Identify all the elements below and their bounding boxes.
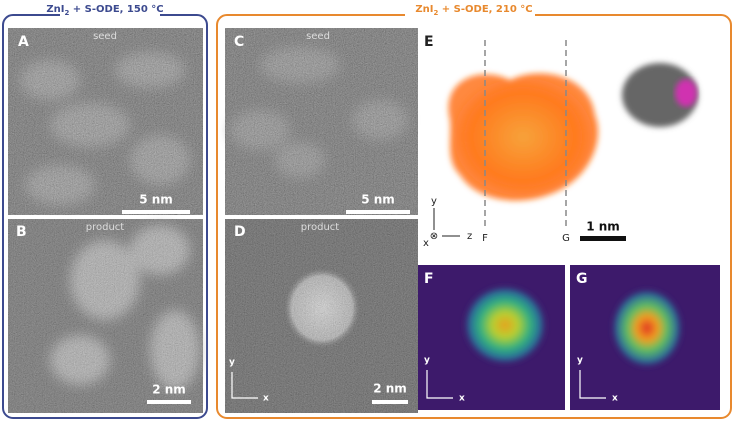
scale-bar-label: 2 nm xyxy=(373,382,407,396)
panel-c: C seed 5 nm xyxy=(225,28,418,215)
scale-bar-label: 2 nm xyxy=(152,383,186,397)
panel-letter: A xyxy=(18,34,29,50)
panel-caption: product xyxy=(86,222,125,233)
axis-label: x xyxy=(612,394,618,404)
slice-label: G xyxy=(562,233,570,244)
scale-bar-label: 5 nm xyxy=(139,193,173,207)
panel-caption: product xyxy=(301,222,340,233)
scale-bar-label: 1 nm xyxy=(586,220,620,234)
title-sub: 2 xyxy=(433,9,438,17)
axis-label: y xyxy=(577,356,583,366)
title-part: ZnI xyxy=(46,4,64,15)
slice-label: F xyxy=(482,233,488,244)
axis-label: y xyxy=(424,356,430,366)
panel-f: F y x xyxy=(418,265,565,410)
panel-g: G y x xyxy=(570,265,720,410)
title-sub: 2 xyxy=(64,9,69,17)
title-part: ZnI xyxy=(415,4,433,15)
panel-caption: seed xyxy=(306,31,330,42)
panel-letter: D xyxy=(234,224,246,240)
axis-label: x xyxy=(263,394,269,404)
panel-letter: B xyxy=(16,224,27,240)
panel-a: A seed 5 nm xyxy=(8,28,203,215)
panel-letter: E xyxy=(424,34,434,50)
panel-letter: C xyxy=(234,34,244,50)
axis-label: x xyxy=(459,394,465,404)
panel-d: D product 2 nm y x xyxy=(225,219,418,413)
axis-label: ⊗ xyxy=(430,231,438,242)
axis-label: y xyxy=(229,358,235,368)
right-title: ZnI2 + S-ODE, 210 °C xyxy=(415,4,532,17)
left-title: ZnI2 + S-ODE, 150 °C xyxy=(46,4,163,17)
panel-caption: seed xyxy=(93,31,117,42)
panel-e: E F G 1 nm y ⊗ x z xyxy=(423,34,698,249)
title-part: + S-ODE, 150 °C xyxy=(69,4,163,15)
axis-label: x xyxy=(423,238,429,249)
axis-label: z xyxy=(467,231,472,242)
panel-b: B product 2 nm xyxy=(8,219,203,413)
panel-letter: F xyxy=(424,271,434,287)
panel-letter: G xyxy=(576,271,588,287)
title-part: + S-ODE, 210 °C xyxy=(438,4,532,15)
axis-label: y xyxy=(431,196,437,207)
scale-bar-label: 5 nm xyxy=(361,193,395,207)
